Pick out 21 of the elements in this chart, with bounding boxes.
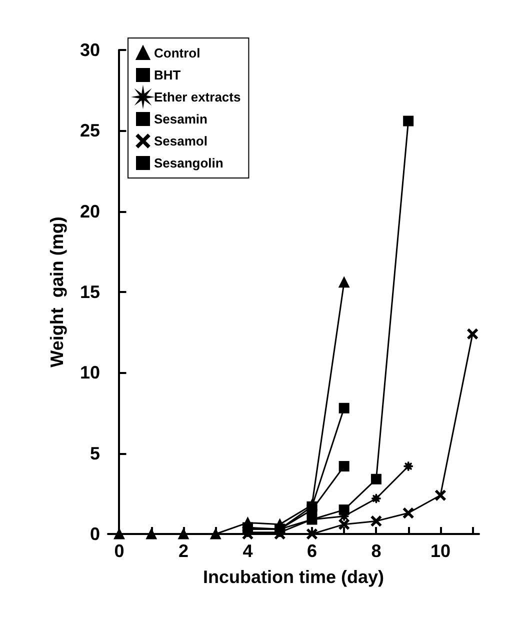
legend-label: Ether extracts [154, 90, 241, 104]
y-tick-label: 30 [80, 40, 100, 60]
x-tick-label: 0 [114, 541, 124, 561]
legend-label: Control [154, 46, 200, 60]
x-tick-label: 2 [178, 541, 188, 561]
y-axis-title: Weight gain (mg) [47, 216, 67, 368]
x-tick-label: 10 [430, 541, 450, 561]
y-tick-label: 15 [80, 282, 100, 302]
y-tick-label: 10 [80, 362, 100, 383]
y-tick-label: 5 [90, 443, 100, 464]
x-tick-label: 4 [242, 541, 253, 561]
y-tick-label: 25 [80, 120, 100, 141]
x-tick-label: 6 [306, 541, 317, 561]
legend-label: Sesamin [154, 112, 208, 126]
x-axis-title: Incubation time (day) [202, 567, 384, 587]
legend-label: Sesangolin [154, 156, 224, 170]
y-tick-label: 20 [80, 201, 100, 222]
legend-label: BHT [154, 68, 181, 82]
x-tick-label: 8 [371, 541, 382, 561]
legend-label: Sesamol [154, 134, 208, 148]
y-tick-label: 0 [90, 524, 100, 544]
